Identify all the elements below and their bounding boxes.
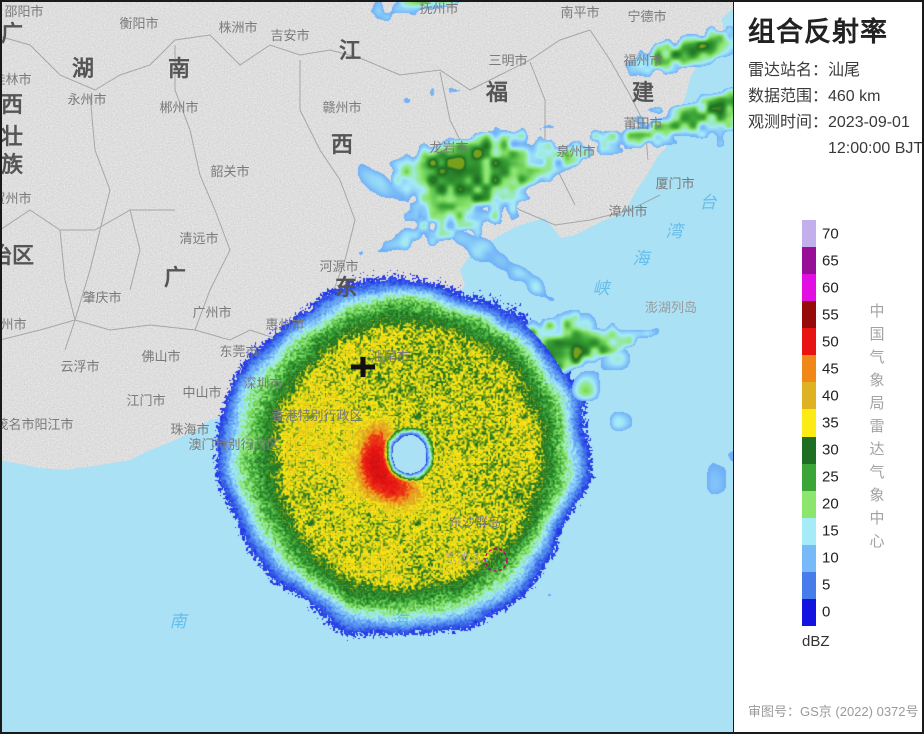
svg-text:赣州市: 赣州市 (322, 100, 361, 115)
svg-text:株洲市: 株洲市 (218, 20, 257, 35)
svg-text:邵阳市: 邵阳市 (4, 4, 43, 19)
svg-text:福: 福 (485, 80, 508, 105)
svg-text:贺州市: 贺州市 (0, 191, 32, 206)
svg-text:西: 西 (331, 132, 353, 157)
svg-text:海: 海 (633, 249, 653, 268)
svg-text:南: 南 (170, 612, 190, 631)
svg-text:西: 西 (1, 92, 23, 117)
svg-text:肇庆市: 肇庆市 (82, 290, 121, 305)
svg-text:南: 南 (168, 56, 190, 81)
svg-text:三明市: 三明市 (488, 53, 527, 68)
svg-text:南平市: 南平市 (560, 5, 599, 20)
svg-text:东: 东 (335, 275, 357, 300)
svg-text:吉安市: 吉安市 (270, 28, 309, 43)
svg-text:衡阳市: 衡阳市 (119, 16, 158, 31)
svg-text:抚州市: 抚州市 (419, 1, 458, 16)
svg-text:云浮市: 云浮市 (60, 359, 99, 374)
svg-text:厦门市: 厦门市 (655, 176, 694, 191)
svg-text:香港特别行政区: 香港特别行政区 (271, 408, 362, 423)
svg-text:湾: 湾 (666, 222, 686, 241)
svg-text:梧州市: 梧州市 (0, 317, 27, 332)
svg-text:韶关市: 韶关市 (210, 164, 249, 179)
svg-text:广: 广 (164, 265, 186, 290)
svg-text:河源市: 河源市 (319, 259, 358, 274)
svg-text:建: 建 (632, 80, 654, 105)
svg-text:莆田市: 莆田市 (623, 116, 662, 131)
svg-text:茂名市: 茂名市 (0, 417, 35, 432)
svg-text:澎湖列岛: 澎湖列岛 (645, 300, 697, 315)
svg-text:泉州市: 泉州市 (556, 144, 595, 159)
svg-text:汕尾市: 汕尾市 (370, 349, 409, 364)
svg-text:峡: 峡 (593, 279, 612, 298)
svg-text:壮: 壮 (1, 124, 23, 149)
svg-text:永州市: 永州市 (67, 92, 106, 107)
svg-text:宁德市: 宁德市 (627, 9, 666, 24)
svg-text:中山市: 中山市 (182, 385, 221, 400)
svg-text:广州市: 广州市 (192, 305, 231, 320)
svg-text:东沙群岛: 东沙群岛 (449, 515, 501, 530)
svg-text:漳州市: 漳州市 (608, 204, 647, 219)
svg-text:湖: 湖 (72, 56, 94, 81)
svg-text:治区: 治区 (0, 243, 34, 268)
svg-text:江门市: 江门市 (126, 393, 165, 408)
svg-text:郴州市: 郴州市 (159, 100, 198, 115)
svg-text:龙岩市: 龙岩市 (429, 140, 468, 155)
svg-text:惠州市: 惠州市 (265, 317, 304, 332)
svg-text:台: 台 (700, 193, 718, 212)
svg-text:族: 族 (1, 152, 24, 177)
svg-text:海: 海 (391, 612, 411, 631)
svg-text:佛山市: 佛山市 (141, 349, 180, 364)
svg-text:阳江市: 阳江市 (34, 417, 73, 432)
svg-text:东沙岛: 东沙岛 (445, 550, 481, 565)
svg-text:广: 广 (1, 21, 23, 46)
svg-text:清远市: 清远市 (179, 231, 218, 246)
svg-text:澳门特别行政区: 澳门特别行政区 (188, 437, 279, 452)
svg-text:江: 江 (339, 38, 361, 63)
svg-text:东莞市: 东莞市 (219, 344, 258, 359)
svg-text:珠海市: 珠海市 (170, 422, 209, 437)
svg-text:福州市: 福州市 (623, 53, 662, 68)
svg-text:深圳市: 深圳市 (243, 376, 282, 391)
svg-text:桂林市: 桂林市 (0, 72, 32, 87)
